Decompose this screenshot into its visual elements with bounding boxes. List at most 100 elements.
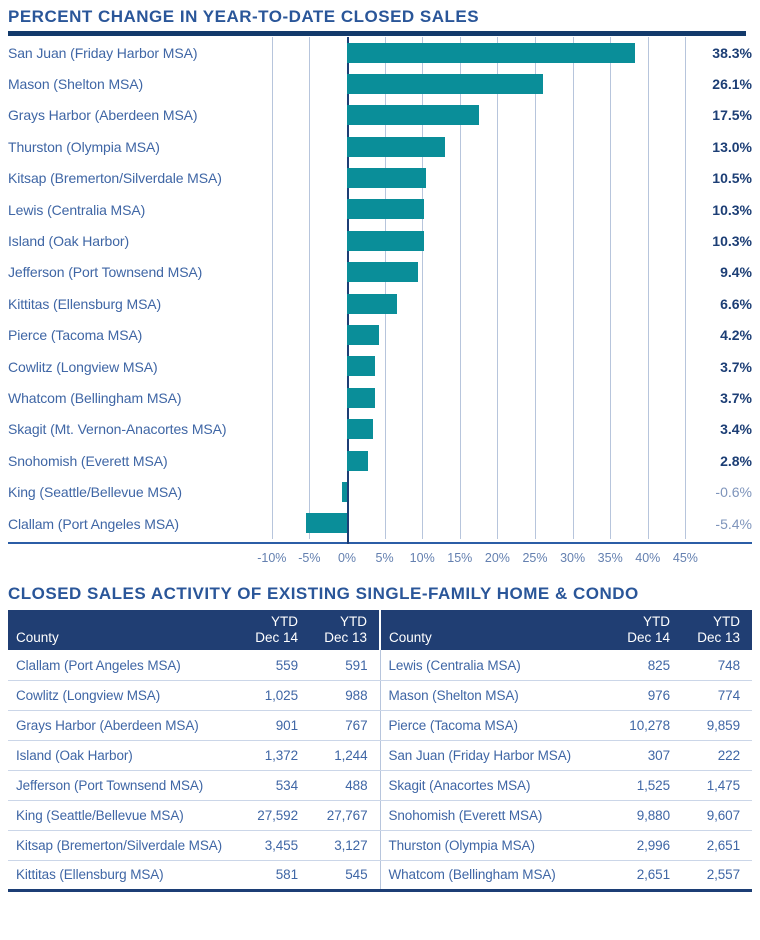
ytd-dec14-cell: 1,025 [240, 680, 310, 711]
value-label: 3.7% [720, 389, 752, 406]
gridline [271, 37, 273, 540]
ytd-dec13-cell: 591 [310, 650, 380, 681]
x-axis-line [8, 542, 752, 545]
ytd-dec13-cell: 774 [682, 680, 752, 711]
gridline [647, 37, 649, 540]
table-row: Cowlitz (Longview MSA) 1,025 988 Mason (She… [8, 680, 752, 711]
table-section: CLOSED SALES ACTIVITY OF EXISTING SINGLE… [8, 584, 752, 892]
bar [347, 262, 418, 283]
ytd-dec13-cell: 27,767 [310, 800, 380, 831]
chart-row: San Juan (Friday Harbor MSA) 38.3% [8, 37, 752, 68]
gridline [685, 37, 687, 540]
value-label: 13.0% [712, 138, 752, 155]
table-row: Island (Oak Harbor) 1,372 1,244 San Juan (F… [8, 740, 752, 771]
value-label: 9.4% [720, 264, 752, 281]
gridline [309, 37, 311, 540]
county-cell: Island (Oak Harbor) [8, 740, 240, 771]
value-label: 26.1% [712, 76, 752, 93]
gridline [459, 37, 461, 540]
county-cell: Skagit (Anacortes MSA) [379, 770, 612, 801]
gridline [422, 37, 424, 540]
category-label: Kittitas (Ellensburg MSA) [8, 295, 162, 312]
x-tick-label: 0% [337, 551, 357, 566]
bar [347, 136, 445, 157]
header-county-right: County [379, 610, 612, 651]
ytd-dec14-cell: 2,996 [612, 830, 682, 861]
gridline [535, 37, 536, 540]
category-label: Cowlitz (Longview MSA) [8, 358, 158, 375]
x-tick-label: 20% [484, 551, 510, 566]
ytd-dec13-cell: 222 [682, 740, 752, 771]
table-row: Clallam (Port Angeles MSA) 559 591 Lewis (C… [8, 650, 752, 681]
value-label: 10.3% [712, 201, 752, 218]
ytd-dec13-cell: 545 [345, 867, 368, 883]
x-tick-label: 5% [375, 551, 394, 566]
county-cell: Clallam (Port Angeles MSA) [8, 650, 240, 681]
bar [347, 105, 479, 126]
bar [347, 42, 636, 63]
x-tick-label: -5% [298, 551, 321, 566]
ytd-dec13-cell: 9,859 [682, 710, 752, 741]
chart-row: Skagit (Mt. Vernon-Anacortes MSA) 3.4% [8, 414, 752, 445]
county-cell: Jefferson (Port Townsend MSA) [8, 770, 240, 801]
county-cell: Kittitas (Ellensburg MSA) [16, 867, 164, 883]
county-cell: Grays Harbor (Aberdeen MSA) [8, 710, 240, 741]
chart-row: Kitsap (Bremerton/Silverdale MSA) 10.5% [8, 163, 752, 194]
header-ytd-dec14-left: YTD Dec 14 [240, 610, 310, 651]
ytd-dec14-cell: 825 [612, 650, 682, 681]
bar [347, 419, 373, 440]
county-cell: Kitsap (Bremerton/Silverdale MSA) [8, 830, 240, 861]
value-label: 4.2% [720, 327, 752, 344]
category-label: Skagit (Mt. Vernon-Anacortes MSA) [8, 421, 227, 438]
header-line: YTD [340, 614, 367, 630]
gridline [384, 37, 386, 540]
ytd-dec13-cell: 2,651 [682, 830, 752, 861]
table-row: King (Seattle/Bellevue MSA) 27,592 27,767 S… [8, 800, 752, 831]
header-line: Dec 13 [697, 629, 740, 645]
chart-row: Whatcom (Bellingham MSA) 3.7% [8, 382, 752, 413]
ytd-dec14-cell: 10,278 [612, 710, 682, 741]
category-label: King (Seattle/Bellevue MSA) [8, 484, 182, 501]
chart-row: Thurston (Olympia MSA) 13.0% [8, 131, 752, 162]
zero-axis-line [347, 37, 349, 545]
chart-row: Mason (Shelton MSA) 26.1% [8, 68, 752, 99]
ytd-dec13-cell: 767 [310, 710, 380, 741]
value-label: 10.3% [712, 233, 752, 250]
county-cell: Lewis (Centralia MSA) [379, 650, 612, 681]
value-label: 2.8% [720, 452, 752, 469]
header-ytd-dec13-left: YTD Dec 13 [310, 610, 380, 651]
ytd-dec13-cell: 1,244 [310, 740, 380, 771]
x-tick-label: 45% [672, 551, 698, 566]
chart-row: King (Seattle/Bellevue MSA) -0.6% [8, 476, 752, 507]
value-label: 17.5% [712, 107, 752, 124]
category-label: Lewis (Centralia MSA) [8, 201, 146, 218]
ytd-dec13-cell: 1,475 [682, 770, 752, 801]
chart-row: Island (Oak Harbor) 10.3% [8, 225, 752, 256]
value-label: 6.6% [720, 295, 752, 312]
header-line: Dec 13 [324, 629, 367, 645]
category-label: Jefferson (Port Townsend MSA) [8, 264, 203, 281]
ytd-dec13-cell: 988 [310, 680, 380, 711]
bar [347, 199, 425, 220]
category-label: Clallam (Port Angeles MSA) [8, 515, 179, 532]
x-tick-label: 30% [560, 551, 586, 566]
category-label: Kitsap (Bremerton/Silverdale MSA) [8, 170, 222, 187]
header-ytd-dec13-right: YTD Dec 13 [682, 610, 752, 651]
bar [347, 230, 425, 251]
bar [347, 73, 544, 94]
closed-sales-table: County YTD Dec 14 YTD Dec 13 County YTD Dec… [8, 610, 752, 892]
title-rule [8, 31, 746, 36]
gridline [572, 37, 574, 540]
bar [347, 168, 426, 189]
county-cell: Snohomish (Everett MSA) [379, 800, 612, 831]
x-tick-label: 35% [597, 551, 623, 566]
header-ytd-dec14-right: YTD Dec 14 [612, 610, 682, 651]
value-label: 38.3% [712, 44, 752, 61]
chart-row: Pierce (Tacoma MSA) 4.2% [8, 320, 752, 351]
table-row: Jefferson (Port Townsend MSA) 534 488 Skagi… [8, 770, 752, 801]
bar [347, 387, 375, 408]
ytd-dec13-cell: 748 [682, 650, 752, 681]
category-label: Whatcom (Bellingham MSA) [8, 389, 182, 406]
value-label: 10.5% [712, 170, 752, 187]
